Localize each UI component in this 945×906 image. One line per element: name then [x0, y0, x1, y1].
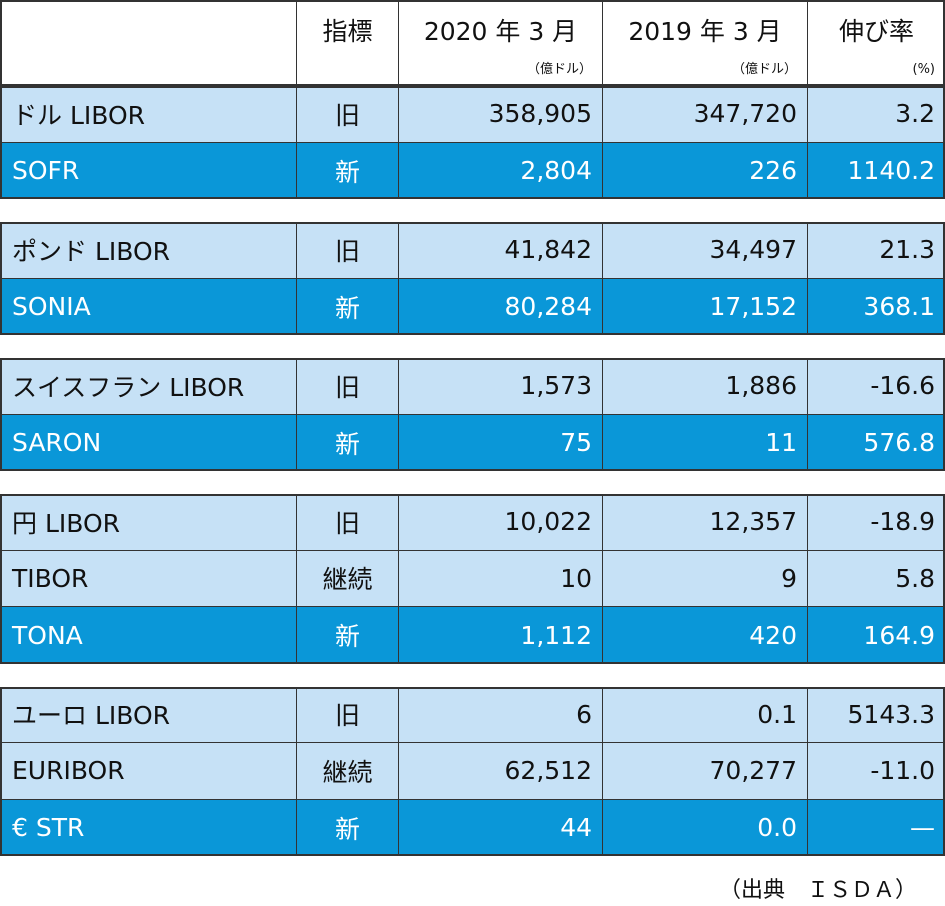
table-cell: 旧 — [297, 494, 399, 551]
table-cell: 2,804 — [399, 142, 603, 199]
table-cell: 0.0 — [603, 799, 808, 856]
table-cell: 旧 — [297, 86, 399, 143]
table-cell: 11 — [603, 414, 808, 471]
header-cell: 2019 年 3 月 （億ドル） — [603, 0, 808, 86]
table-cell: 41,842 — [399, 222, 603, 279]
table-cell: 1,886 — [603, 358, 808, 415]
header-cell: 伸び率 (%) — [808, 0, 945, 86]
table-cell: 358,905 — [399, 86, 603, 143]
table-cell: € STR — [0, 799, 297, 856]
column-title: 指標 — [322, 17, 373, 46]
table-cell: 34,497 — [603, 222, 808, 279]
table-cell: ユーロ LIBOR — [0, 686, 297, 743]
table-cell: 円 LIBOR — [0, 494, 297, 551]
header-cell — [0, 0, 297, 86]
table-cell: -11.0 — [808, 743, 945, 800]
table-cell: 576.8 — [808, 414, 945, 471]
table-cell: 226 — [603, 142, 808, 199]
table-cell: 6 — [399, 686, 603, 743]
table-cell: ドル LIBOR — [0, 86, 297, 143]
table-cell: 継続 — [297, 550, 399, 607]
table-cell: 62,512 — [399, 743, 603, 800]
column-title: 2020 年 3 月 — [423, 17, 578, 46]
column-unit: （億ドル） — [731, 62, 797, 77]
table-cell: 旧 — [297, 358, 399, 415]
table-cell: 164.9 — [808, 607, 945, 664]
group-frame — [0, 222, 945, 335]
table-cell: TIBOR — [0, 550, 297, 607]
table-cell: 17,152 — [603, 278, 808, 335]
table-cell: 3.2 — [808, 86, 945, 143]
table-cell: 5143.3 — [808, 686, 945, 743]
group-frame — [0, 358, 945, 471]
table-cell: 旧 — [297, 222, 399, 279]
table-cell: 1140.2 — [808, 142, 945, 199]
table-cell: SOFR — [0, 142, 297, 199]
table-cell: 10 — [399, 550, 603, 607]
column-unit: (%) — [912, 62, 936, 77]
table-cell: SONIA — [0, 278, 297, 335]
table-cell: 347,720 — [603, 86, 808, 143]
table-cell: 75 — [399, 414, 603, 471]
table-cell: 新 — [297, 799, 399, 856]
table-cell: -18.9 — [808, 494, 945, 551]
group-frame — [0, 494, 945, 664]
table-cell: 5.8 — [808, 550, 945, 607]
group-frame — [0, 686, 945, 856]
table-cell: 新 — [297, 607, 399, 664]
table-cell: 新 — [297, 414, 399, 471]
table-cell: 新 — [297, 278, 399, 335]
header-cell: 2020 年 3 月 （億ドル） — [399, 0, 603, 86]
table-cell: -16.6 — [808, 358, 945, 415]
table-cell: ポンド LIBOR — [0, 222, 297, 279]
table-cell: 旧 — [297, 686, 399, 743]
table-cell: SARON — [0, 414, 297, 471]
table-cell: — — [808, 799, 945, 856]
table-cell: 1,573 — [399, 358, 603, 415]
header-cell: 指標 — [297, 0, 399, 86]
table-cell: EURIBOR — [0, 743, 297, 800]
table-cell: 10,022 — [399, 494, 603, 551]
table-cell: 368.1 — [808, 278, 945, 335]
table-cell: 12,357 — [603, 494, 808, 551]
table-cell: 420 — [603, 607, 808, 664]
column-unit: （億ドル） — [526, 62, 592, 77]
column-title: 伸び率 — [838, 17, 914, 46]
table-cell: 21.3 — [808, 222, 945, 279]
source-note: （出典 ＩＳＤＡ） — [718, 878, 917, 903]
table-cell: 44 — [399, 799, 603, 856]
column-title: 2019 年 3 月 — [628, 17, 782, 46]
table-cell: TONA — [0, 607, 297, 664]
table-cell: 70,277 — [603, 743, 808, 800]
table-cell: 80,284 — [399, 278, 603, 335]
table-cell: 新 — [297, 142, 399, 199]
group-frame — [0, 86, 945, 199]
table-cell: 9 — [603, 550, 808, 607]
table-cell: 0.1 — [603, 686, 808, 743]
table-cell: 1,112 — [399, 607, 603, 664]
table-cell: 継続 — [297, 743, 399, 800]
table-cell: スイスフラン LIBOR — [0, 358, 297, 415]
